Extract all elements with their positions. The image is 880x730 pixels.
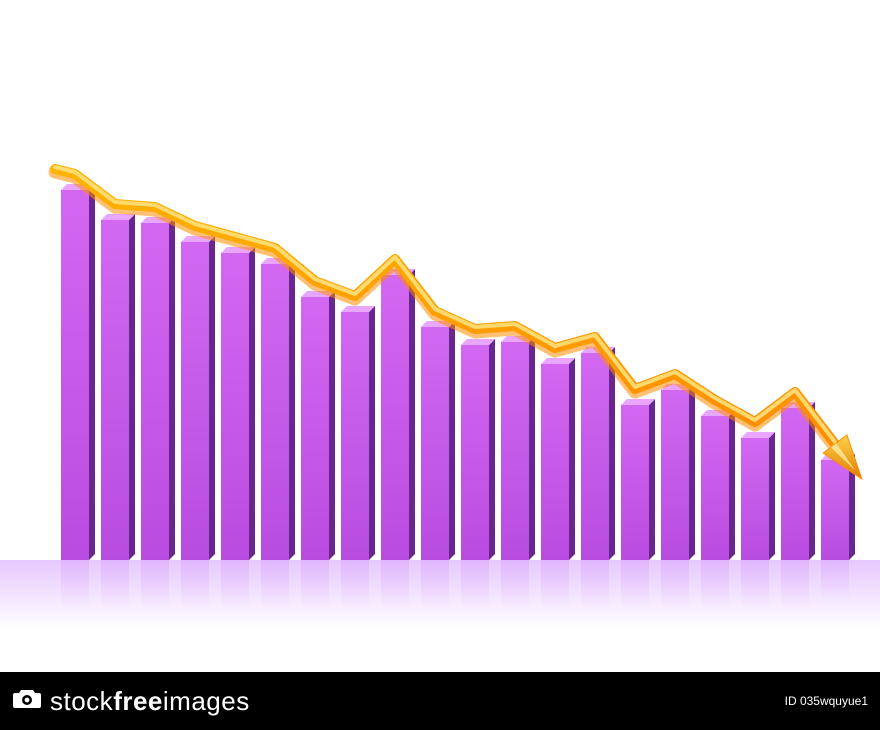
- bar: [781, 408, 809, 560]
- bar: [61, 190, 89, 560]
- bar: [261, 264, 289, 560]
- bar: [461, 345, 489, 560]
- bar: [741, 438, 769, 560]
- bar: [661, 390, 689, 560]
- brand-word-2: free: [113, 686, 163, 717]
- bar: [621, 405, 649, 560]
- bar: [221, 253, 249, 560]
- watermark-footer: stock free images ID 035wquyue1: [0, 672, 880, 730]
- brand-text: stock free images: [50, 686, 250, 717]
- bar: [501, 342, 529, 560]
- brand-word-3: images: [163, 686, 250, 717]
- bar: [181, 242, 209, 560]
- bar: [581, 353, 609, 560]
- bar: [821, 460, 849, 560]
- bar: [101, 220, 129, 560]
- bar: [421, 327, 449, 560]
- bar: [301, 297, 329, 560]
- bar: [541, 364, 569, 560]
- chart-stage: [0, 0, 880, 600]
- bar: [141, 223, 169, 560]
- footer-left: stock free images: [12, 686, 250, 717]
- chart-canvas: stock free images ID 035wquyue1: [0, 0, 880, 730]
- bar: [341, 312, 369, 560]
- bar-series: [0, 0, 880, 600]
- image-id-label: ID 035wquyue1: [785, 695, 868, 707]
- bar: [701, 416, 729, 560]
- brand-word-1: stock: [50, 686, 113, 717]
- camera-icon: [12, 688, 42, 715]
- bar: [381, 275, 409, 560]
